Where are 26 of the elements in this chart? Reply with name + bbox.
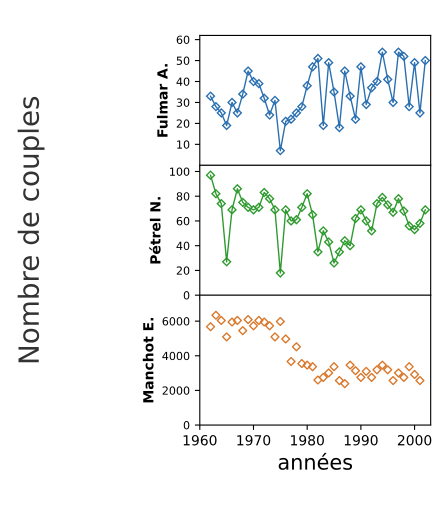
x-tick-label: 1990 bbox=[344, 435, 378, 446]
y-tick-label: 60 bbox=[176, 36, 190, 44]
y-tick-label: 80 bbox=[176, 192, 190, 201]
y-tick-label: 6000 bbox=[162, 317, 190, 326]
y-tick-label: 10 bbox=[177, 140, 190, 149]
y-tick-label: 40 bbox=[176, 77, 190, 86]
y-tick-label: 60 bbox=[176, 216, 190, 226]
text: Nombre de couples bbox=[18, 96, 45, 362]
x-axis-title: années bbox=[278, 452, 352, 470]
x-tick-label: 2000 bbox=[398, 435, 432, 446]
y-tick-label: 2000 bbox=[162, 386, 190, 395]
y-tick-label: 0 bbox=[184, 421, 190, 430]
x-tick-label: 1960 bbox=[184, 435, 217, 446]
y-axis-title: Manchot E. bbox=[142, 318, 154, 402]
y-tick-label: 20 bbox=[176, 119, 190, 128]
y-tick-label: 40 bbox=[176, 242, 190, 250]
x-tick-label: 1970 bbox=[237, 435, 270, 446]
y-tick-label: 4000 bbox=[162, 352, 190, 360]
x-tick-label: 1980 bbox=[291, 435, 324, 446]
y-axis-title: Fulmar A. bbox=[156, 64, 168, 137]
y-tick-label: 20 bbox=[176, 266, 190, 275]
y-tick-label: 100 bbox=[170, 167, 190, 176]
y-tick-label: 50 bbox=[176, 56, 190, 65]
y-tick-label: 0 bbox=[184, 291, 190, 300]
y-axis-title: Pétrel N. bbox=[149, 197, 161, 264]
y-tick-label: 30 bbox=[176, 98, 190, 107]
